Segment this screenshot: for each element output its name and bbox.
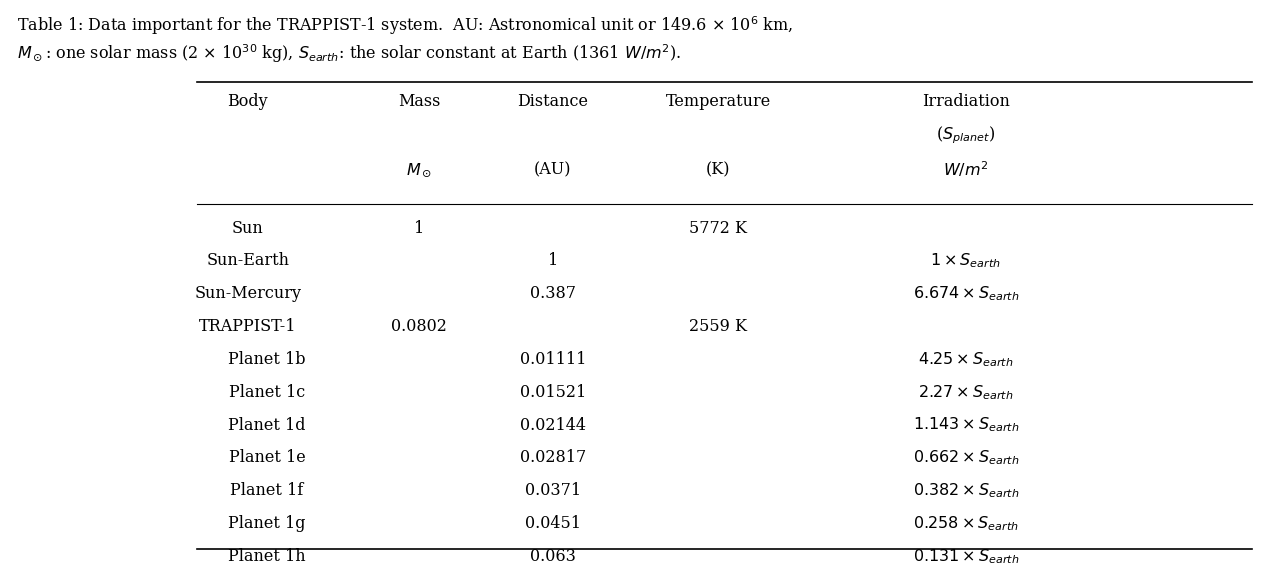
Text: 1: 1 <box>548 252 558 269</box>
Text: $W/m^2$: $W/m^2$ <box>943 160 989 179</box>
Text: Planet 1e: Planet 1e <box>229 449 305 466</box>
Text: 0.0371: 0.0371 <box>525 482 581 499</box>
Text: Planet 1f: Planet 1f <box>230 482 304 499</box>
Text: 0.063: 0.063 <box>530 548 576 565</box>
Text: Planet 1g: Planet 1g <box>229 515 305 532</box>
Text: 0.01521: 0.01521 <box>520 384 586 401</box>
Text: Distance: Distance <box>517 93 588 110</box>
Text: Table 1: Data important for the TRAPPIST-1 system.  AU: Astronomical unit or 149: Table 1: Data important for the TRAPPIST… <box>17 14 793 37</box>
Text: Sun: Sun <box>233 220 263 237</box>
Text: $0.258 \times S_{earth}$: $0.258 \times S_{earth}$ <box>913 514 1019 533</box>
Text: $M_\odot$: $M_\odot$ <box>407 161 432 179</box>
Text: $1.143 \times S_{earth}$: $1.143 \times S_{earth}$ <box>913 415 1019 435</box>
Text: 0.0451: 0.0451 <box>525 515 581 532</box>
Text: Irradiation: Irradiation <box>921 93 1010 110</box>
Text: 0.0802: 0.0802 <box>391 318 447 335</box>
Text: (K): (K) <box>705 161 731 178</box>
Text: 0.01111: 0.01111 <box>520 351 586 368</box>
Text: ($S_{planet}$): ($S_{planet}$) <box>937 124 995 145</box>
Text: Sun-Earth: Sun-Earth <box>206 252 290 269</box>
Text: $4.25 \times S_{earth}$: $4.25 \times S_{earth}$ <box>918 350 1014 369</box>
Text: 0.02144: 0.02144 <box>520 417 586 434</box>
Text: $0.382 \times S_{earth}$: $0.382 \times S_{earth}$ <box>913 481 1019 500</box>
Text: Temperature: Temperature <box>666 93 770 110</box>
Text: $0.131 \times S_{earth}$: $0.131 \times S_{earth}$ <box>913 547 1019 566</box>
Text: 5772 K: 5772 K <box>689 220 747 237</box>
Text: Planet 1b: Planet 1b <box>229 351 305 368</box>
Text: 0.387: 0.387 <box>530 285 576 302</box>
Text: (AU): (AU) <box>534 161 572 178</box>
Text: $1 \times S_{earth}$: $1 \times S_{earth}$ <box>930 251 1002 271</box>
Text: 0.02817: 0.02817 <box>520 449 586 466</box>
Text: Planet 1d: Planet 1d <box>229 417 305 434</box>
Text: $6.674 \times S_{earth}$: $6.674 \times S_{earth}$ <box>913 284 1019 303</box>
Text: $0.662 \times S_{earth}$: $0.662 \times S_{earth}$ <box>913 448 1019 468</box>
Text: Mass: Mass <box>398 93 441 110</box>
Text: $2.27 \times S_{earth}$: $2.27 \times S_{earth}$ <box>918 383 1014 402</box>
Text: Planet 1h: Planet 1h <box>228 548 306 565</box>
Text: 2559 K: 2559 K <box>689 318 747 335</box>
Text: Sun-Mercury: Sun-Mercury <box>194 285 301 302</box>
Text: 1: 1 <box>414 220 425 237</box>
Text: $M_\odot$: one solar mass (2 $\times$ 10$^{30}$ kg), $S_{earth}$: the solar cons: $M_\odot$: one solar mass (2 $\times$ 10… <box>17 42 681 65</box>
Text: TRAPPIST-1: TRAPPIST-1 <box>200 318 296 335</box>
Text: Body: Body <box>228 93 268 110</box>
Text: Planet 1c: Planet 1c <box>229 384 305 401</box>
